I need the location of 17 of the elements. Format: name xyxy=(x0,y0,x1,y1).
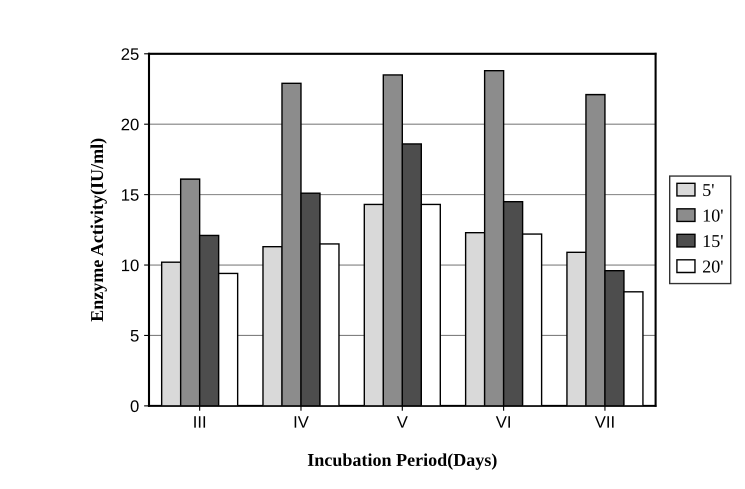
x-tick-label: VI xyxy=(496,416,510,428)
x-axis-title: Incubation Period(Days) xyxy=(308,453,497,470)
y-tick-label: 5 xyxy=(130,330,139,342)
y-tick-label: 20 xyxy=(122,118,139,130)
y-tick-label: 10 xyxy=(122,259,139,272)
y-tick-label: 25 xyxy=(122,48,139,60)
x-tick-label: IV xyxy=(294,416,309,428)
y-tick-label: 0 xyxy=(130,400,139,412)
legend-label: 20' xyxy=(702,260,723,273)
y-axis-title: Enzyme Activity(IU/ml) xyxy=(90,138,107,322)
y-tick-label: 15 xyxy=(122,189,139,201)
legend-label: 10' xyxy=(704,209,723,222)
x-tick-label: VII xyxy=(594,416,614,428)
legend-label: 5' xyxy=(703,184,714,196)
legend-label: 15' xyxy=(704,235,723,248)
x-tick-label: V xyxy=(396,416,408,428)
x-tick-label: III xyxy=(194,416,206,428)
